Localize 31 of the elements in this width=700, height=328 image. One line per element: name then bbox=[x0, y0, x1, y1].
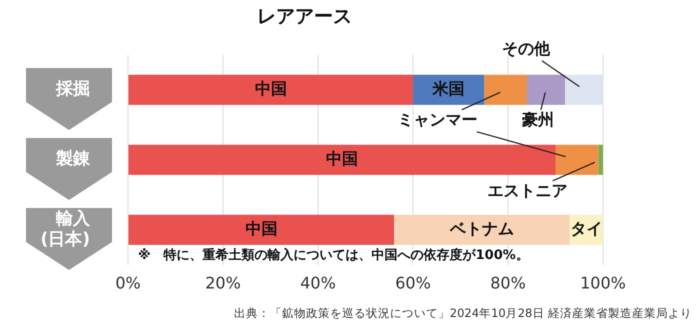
series-label: 豪州 bbox=[521, 110, 554, 129]
bar bbox=[527, 74, 565, 105]
series-label: ミャンマー bbox=[398, 110, 478, 129]
series-label: 米国 bbox=[432, 78, 465, 98]
y-tick-label: 輸入 (日本) bbox=[40, 209, 91, 250]
y-tick-label: 採掘 bbox=[55, 79, 90, 100]
text: 中国 bbox=[326, 148, 358, 168]
x-tick-label: 0% bbox=[115, 274, 141, 293]
series-label: ベトナム bbox=[448, 218, 514, 238]
bar bbox=[128, 74, 413, 105]
x-tick-label: 100% bbox=[580, 274, 626, 293]
bar bbox=[598, 144, 603, 175]
x-tick-label: 40% bbox=[300, 274, 336, 293]
series-label: エストニア bbox=[488, 180, 568, 200]
chart-title: レアアース bbox=[257, 5, 352, 28]
bar bbox=[128, 144, 556, 175]
x-tick-label: 60% bbox=[395, 274, 431, 293]
x-tick-label: 20% bbox=[205, 274, 241, 293]
x-tick-label: 80% bbox=[490, 274, 526, 293]
series-label: 中国 bbox=[254, 78, 287, 98]
bar bbox=[565, 74, 603, 105]
bar bbox=[484, 74, 527, 105]
text: 中国 bbox=[245, 218, 278, 238]
bar bbox=[394, 214, 570, 245]
annotation: ※ 特に、重希土類の輸入については、中国への依存度が100%。 bbox=[138, 247, 529, 264]
bar bbox=[556, 144, 598, 175]
series-label: その他 bbox=[502, 38, 551, 58]
source-note: 出典：「鉱物政策を巡る状況について」2024年10月28日 経済産業省製造産業局より bbox=[234, 306, 692, 321]
y-tick-label: 製錬 bbox=[55, 149, 91, 170]
series-label: タイ bbox=[570, 218, 602, 238]
bar bbox=[128, 214, 394, 245]
